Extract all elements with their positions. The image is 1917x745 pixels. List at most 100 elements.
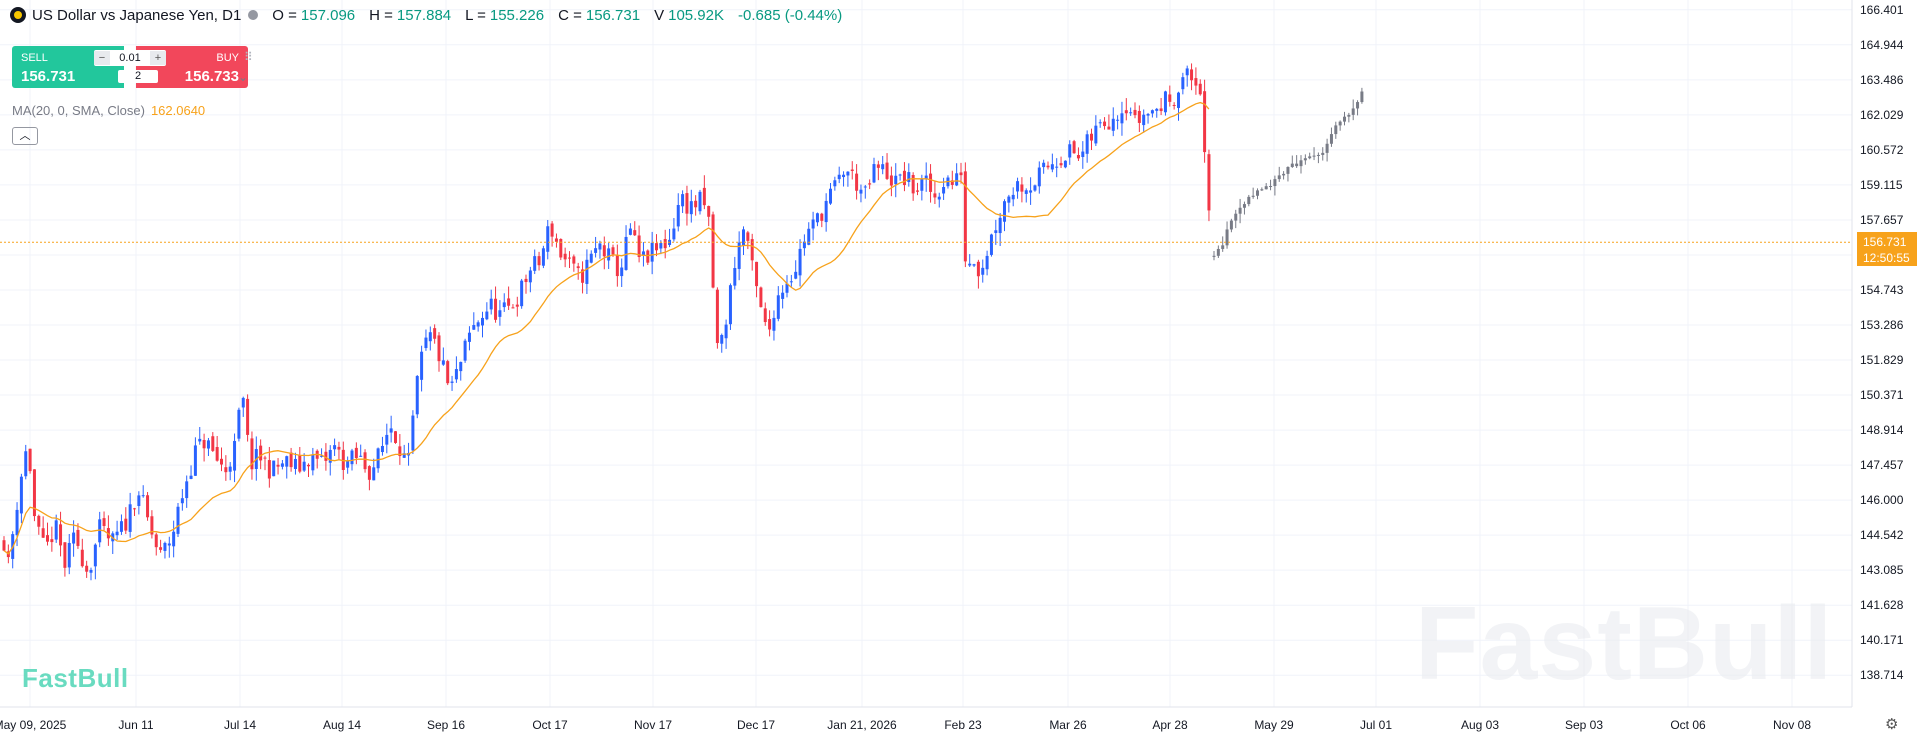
candle-body [1037, 167, 1041, 187]
candle-body [141, 495, 145, 497]
candle-body [398, 446, 402, 457]
candle-body [824, 200, 828, 223]
candle-body [93, 544, 97, 567]
time-axis: May 09, 2025 Jun 11 Jul 14 Aug 14 Sep 16 Oct … [0, 718, 1811, 732]
candle-body [672, 228, 676, 240]
candle-body [546, 226, 550, 252]
projection-body [1282, 173, 1286, 176]
price-tick-label: 162.029 [1860, 108, 1904, 122]
candle-body [898, 174, 902, 176]
candle-body [572, 256, 576, 264]
candle-body [1190, 69, 1194, 81]
candle-body [1198, 83, 1202, 95]
candle-body [481, 317, 484, 326]
candle-body [89, 569, 93, 573]
ma-value: 162.0640 [150, 103, 206, 118]
close-value: 156.731 [585, 6, 641, 24]
candle-body [881, 164, 885, 170]
time-tick-label: Jul 01 [1360, 718, 1392, 732]
candle-body [1185, 68, 1189, 76]
projection-body [1325, 143, 1329, 153]
badge-countdown: 12:50:55 [1863, 251, 1910, 265]
candle-body [163, 542, 167, 551]
candle-body [1003, 201, 1006, 222]
price-tick-label: 138.714 [1860, 668, 1904, 682]
candle-body [267, 460, 271, 479]
candle-body [1033, 185, 1037, 191]
candle-body [1155, 108, 1159, 111]
candle-body [1011, 194, 1015, 200]
candle-body [41, 528, 45, 538]
candle-body [272, 460, 276, 477]
lot-stepper: − 0.01 + [94, 50, 166, 66]
candle-body [372, 467, 376, 481]
candle-body [1107, 126, 1111, 130]
candle-body [963, 171, 967, 262]
ma-legend[interactable]: MA(20, 0, SMA, Close) 162.0640 [12, 103, 205, 118]
time-tick-label: Mar 26 [1049, 718, 1087, 732]
candle-body [650, 242, 654, 262]
chevron-down-icon[interactable]: ⌄ [238, 70, 249, 84]
candle-body [1094, 125, 1098, 144]
candle-body [894, 175, 898, 185]
candle-body [633, 230, 637, 236]
candle-body [80, 549, 84, 567]
candle-body [524, 278, 528, 283]
candle-body [772, 317, 776, 331]
candle-body [876, 164, 880, 168]
projection-body [1238, 207, 1242, 214]
candle-body [889, 175, 893, 186]
quantity-input[interactable]: 2 [118, 70, 158, 83]
candle-body [1103, 121, 1107, 127]
projection-body [1229, 220, 1233, 230]
chart-grid [0, 0, 1852, 707]
ma-line [3, 101, 1210, 555]
candle-body [193, 445, 197, 476]
time-tick-label: Dec 17 [737, 718, 775, 732]
close-label: C = [558, 6, 582, 24]
candle-body [1068, 144, 1072, 158]
candle-body [855, 173, 859, 191]
symbol-title[interactable]: US Dollar vs Japanese Yen, D1 [32, 6, 242, 24]
candle-body [820, 213, 824, 221]
lot-size-value[interactable]: 0.01 [119, 52, 141, 64]
projection-body [1299, 160, 1303, 167]
chevron-up-icon[interactable]: ︿ [12, 127, 38, 145]
candle-body [972, 264, 976, 266]
candle-body [150, 516, 154, 535]
price-tick-label: 160.572 [1860, 143, 1904, 157]
candle-body [868, 183, 872, 185]
candle-body [1016, 181, 1020, 192]
candle-body [476, 322, 480, 327]
candle-body [602, 245, 606, 257]
candle-body [811, 219, 815, 229]
time-tick-label: Jan 21, 2026 [827, 718, 897, 732]
candle-body [929, 173, 933, 192]
candle-body [363, 452, 367, 470]
candle-body [794, 271, 798, 279]
candle-body [1207, 154, 1211, 211]
candle-body [933, 193, 937, 198]
lot-increase-button[interactable]: + [149, 51, 166, 65]
candle-body [833, 180, 837, 187]
candle-body [220, 458, 223, 465]
candle-body [1081, 151, 1085, 158]
candle-body [620, 267, 624, 277]
candle-body [1111, 118, 1115, 131]
candle-body [46, 535, 49, 542]
candle-body [1181, 77, 1185, 90]
candle-body [981, 267, 985, 275]
candle-body [676, 205, 680, 227]
candle-body [24, 451, 28, 477]
candle-body [685, 193, 689, 214]
drag-handle-icon[interactable]: ⠿ [244, 50, 253, 64]
gear-icon[interactable]: ⚙ [1885, 716, 1899, 733]
lot-decrease-button[interactable]: − [94, 51, 110, 65]
candle-body [498, 310, 502, 317]
candle-body [541, 248, 545, 266]
projection-series [1212, 87, 1364, 261]
time-tick-label: Oct 06 [1670, 718, 1706, 732]
fastbull-watermark: FastBull [1415, 586, 1834, 702]
candle-body [802, 241, 806, 249]
